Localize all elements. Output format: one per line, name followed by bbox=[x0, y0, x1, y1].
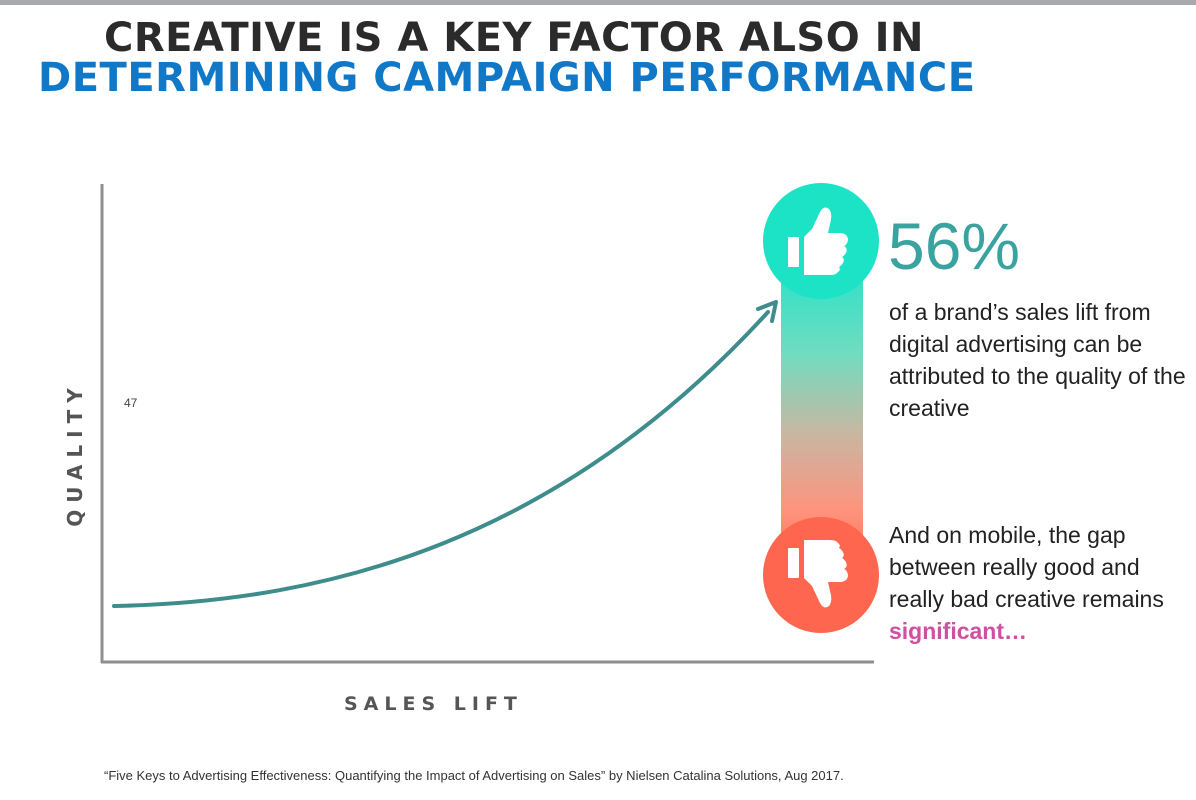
top-rule bbox=[0, 0, 1196, 5]
thumbs-up-badge bbox=[763, 183, 879, 299]
x-axis-label: SALES LIFT bbox=[344, 693, 523, 715]
mobile-note-highlight: significant… bbox=[889, 618, 1028, 644]
thumbs-down-icon bbox=[788, 540, 848, 608]
growth-curve bbox=[112, 310, 770, 608]
mobile-note: And on mobile, the gap between really go… bbox=[889, 519, 1189, 647]
stat-description: of a brand’s sales lift from digital adv… bbox=[889, 299, 1186, 421]
mobile-note-text: And on mobile, the gap between really go… bbox=[889, 522, 1164, 612]
headline-line-2: DETERMINING CAMPAIGN PERFORMANCE bbox=[38, 55, 976, 101]
small-marker-number: 47 bbox=[124, 396, 138, 410]
source-footnote: “Five Keys to Advertising Effectiveness:… bbox=[104, 768, 844, 783]
headline-line-1: CREATIVE IS A KEY FACTOR ALSO IN bbox=[104, 15, 925, 61]
thumbs-up-icon bbox=[788, 207, 848, 275]
growth-curve-arrowhead bbox=[756, 300, 778, 323]
stat-value: 56% bbox=[888, 209, 1021, 283]
thumbs-down-badge bbox=[763, 517, 879, 633]
y-axis-label: QUALITY bbox=[63, 381, 87, 527]
